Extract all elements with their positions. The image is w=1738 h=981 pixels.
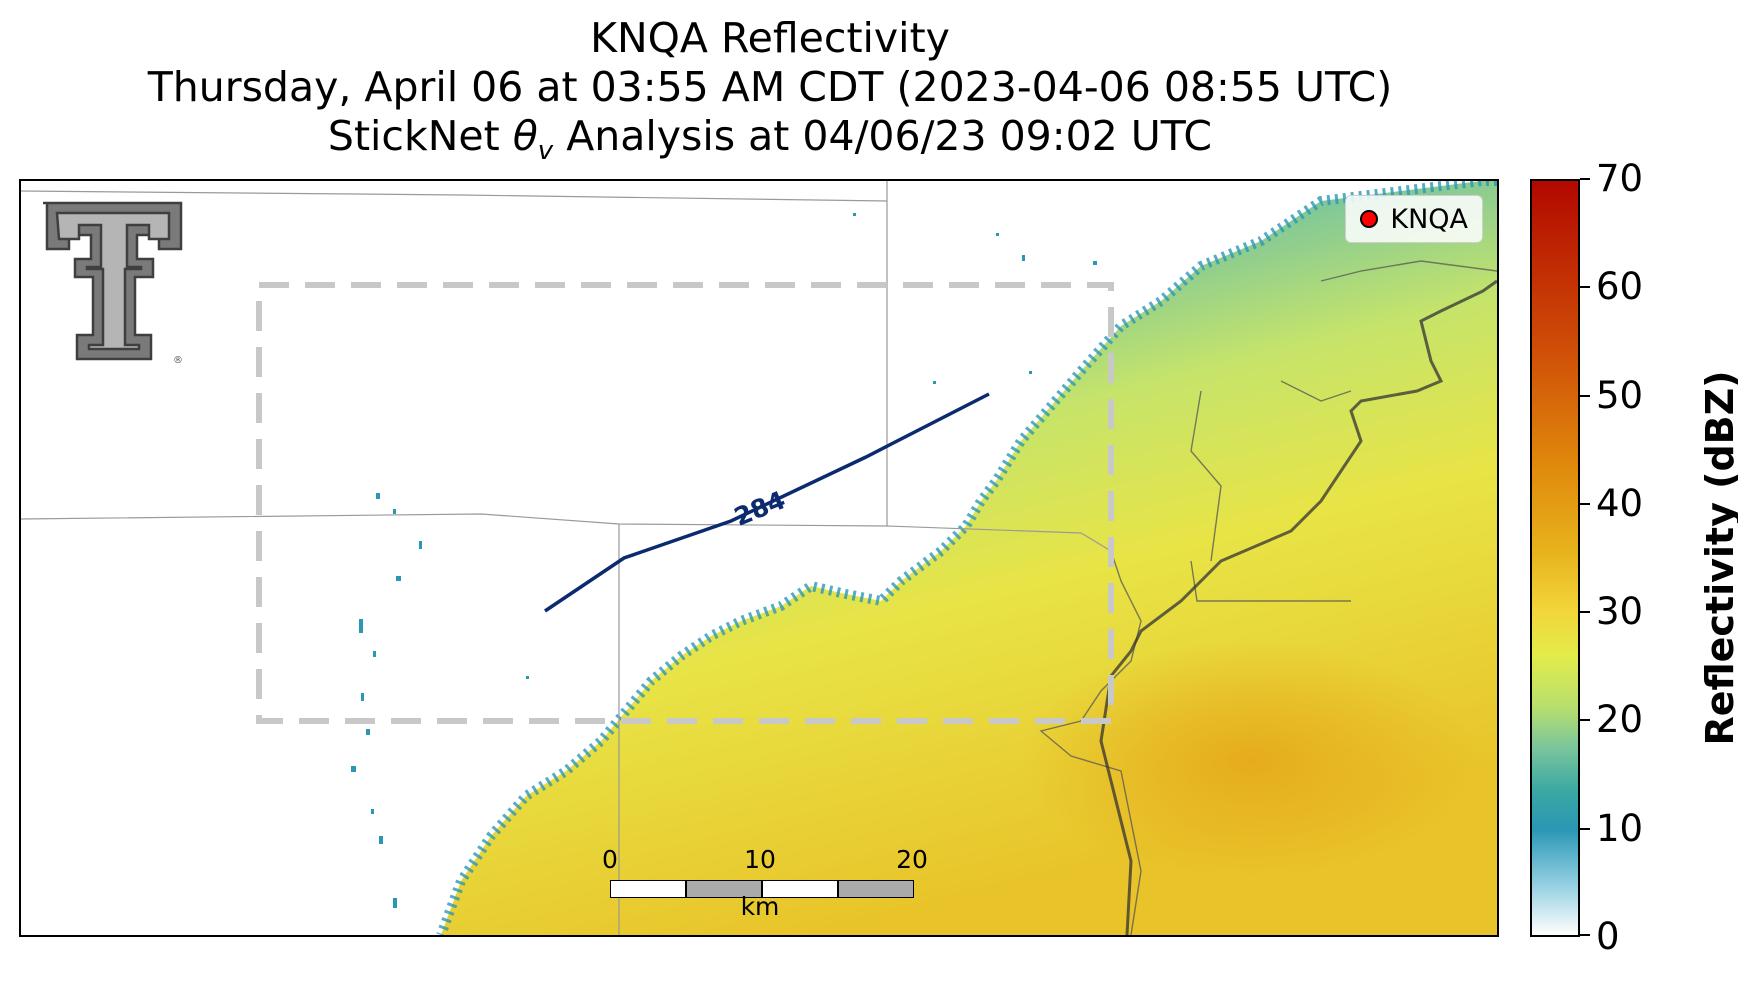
- legend-label: KNQA: [1390, 203, 1468, 235]
- colorbar-tick-label: 30: [1596, 590, 1644, 634]
- colorbar-tick-label: 10: [1596, 806, 1644, 850]
- colorbar: [1530, 179, 1580, 937]
- reflectivity-echoes: [436, 181, 1497, 935]
- colorbar-tick: [1580, 286, 1590, 289]
- analysis-prefix: StickNet: [327, 112, 513, 160]
- analysis-domain-box: [256, 282, 1114, 724]
- chart-title: KNQA Reflectivity: [590, 14, 950, 62]
- chart-subtitle-time: Thursday, April 06 at 03:55 AM CDT (2023…: [147, 63, 1393, 111]
- scale-segment: [686, 880, 762, 898]
- map-canvas: 284: [21, 181, 1497, 935]
- radar-map[interactable]: 284 ® KNQA: [19, 179, 1499, 937]
- colorbar-tick-label: 70: [1596, 157, 1644, 200]
- radar-speckles: [351, 213, 1097, 908]
- colorbar-tick: [1580, 719, 1590, 722]
- scale-unit: km: [740, 892, 780, 921]
- scale-tick-20: 20: [896, 845, 928, 874]
- colorbar-tick-label: 50: [1596, 373, 1644, 417]
- scale-segment: [762, 880, 838, 898]
- colorbar-tick: [1580, 611, 1590, 614]
- theta-symbol: θ: [512, 112, 538, 160]
- colorbar-tick-label: 40: [1596, 481, 1644, 525]
- river-boundary: [1099, 279, 1497, 935]
- chart-subtitle-analysis: StickNet θv Analysis at 04/06/23 09:02 U…: [0, 114, 1540, 173]
- colorbar-tick: [1580, 827, 1590, 830]
- double-t-logo: ®: [43, 201, 183, 366]
- colorbar-tick-label: 60: [1596, 265, 1644, 309]
- colorbar-tick: [1580, 502, 1590, 505]
- colorbar-tick-label: 0: [1596, 915, 1620, 958]
- colorbar-tick: [1580, 178, 1590, 180]
- logo-registered-mark: ®: [173, 355, 183, 366]
- radar-site-marker: [1360, 210, 1379, 228]
- scale-tick-10: 10: [744, 845, 776, 874]
- echo-core: [1021, 641, 1481, 881]
- theta-v-contour: [544, 392, 990, 613]
- colorbar-tick: [1580, 934, 1590, 936]
- map-legend: KNQA: [1345, 195, 1483, 243]
- logo-inner: [55, 211, 171, 351]
- colorbar-tick: [1580, 394, 1590, 397]
- scale-segment: [610, 880, 686, 898]
- state-county-lines: [1039, 260, 1497, 935]
- colorbar-title: Reflectivity (dBZ): [1698, 370, 1738, 746]
- theta-subscript: v: [537, 136, 554, 167]
- scale-bar: 0 10 20 km: [600, 845, 928, 921]
- scale-tick-0: 0: [602, 845, 618, 874]
- county-boundaries: [21, 181, 1112, 935]
- colorbar-tick-label: 20: [1596, 698, 1644, 742]
- scale-segment: [838, 880, 914, 898]
- analysis-suffix: Analysis at 04/06/23 09:02 UTC: [553, 112, 1213, 160]
